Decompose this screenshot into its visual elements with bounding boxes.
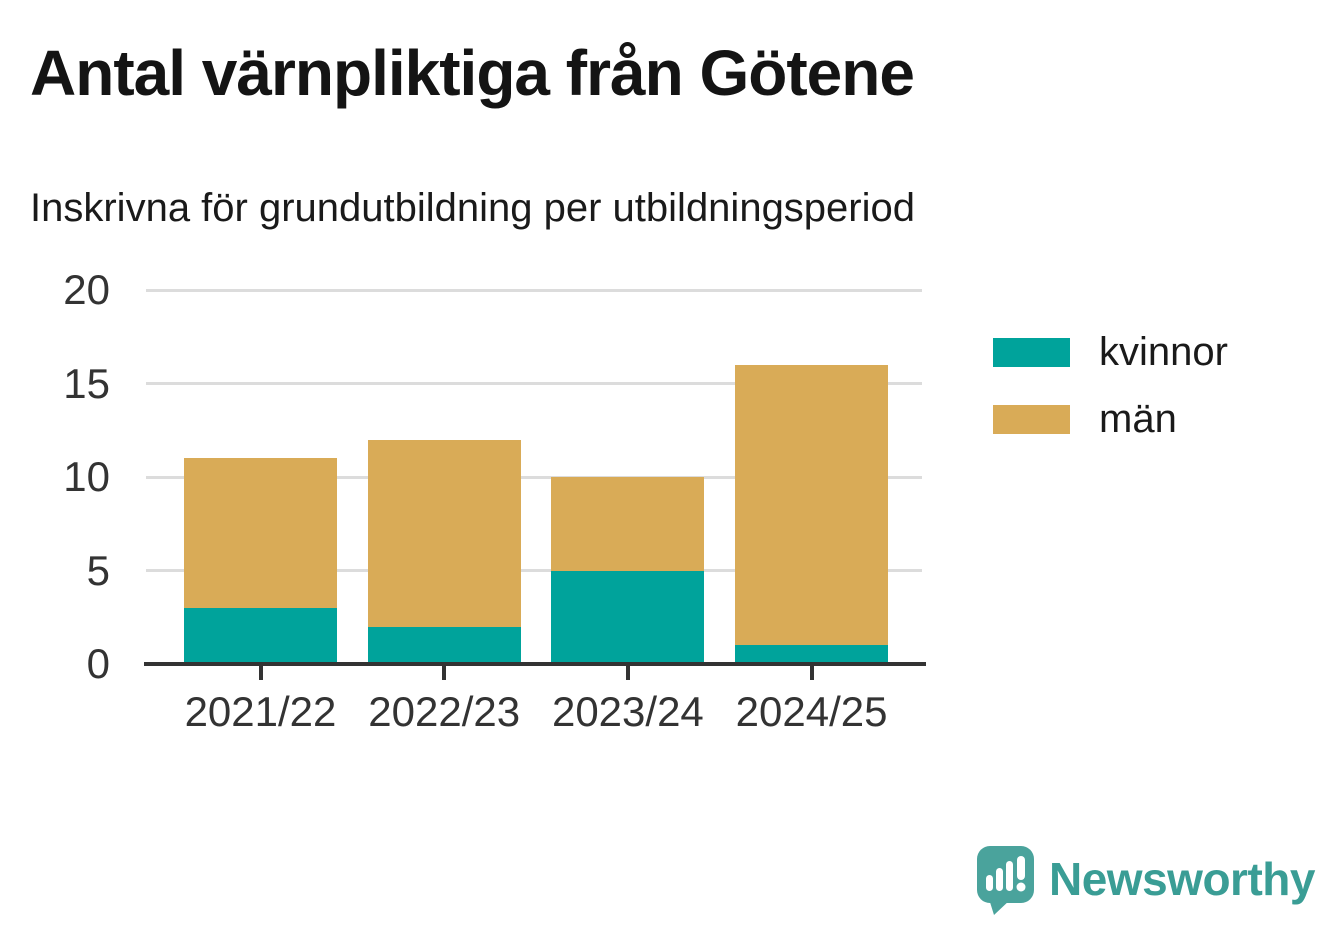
brand-logo: Newsworthy [977,846,1315,921]
bar-segment [184,607,337,664]
gridline-20 [146,288,922,292]
legend-item-män: män [993,399,1228,439]
x-axis-line [144,662,926,666]
y-tick-label: 10 [63,453,110,500]
bar-segment [551,477,705,571]
chart-subtitle: Inskrivna för grundutbildning per utbild… [30,186,915,230]
legend-label: kvinnor [1099,330,1228,374]
brand-wordmark: Newsworthy [1049,852,1315,905]
legend-item-kvinnor: kvinnor [993,332,1228,372]
x-tick [442,666,447,680]
x-tick-label: 2022/23 [368,688,521,735]
gridline-5 [146,569,922,572]
bar-segment [367,626,521,664]
y-tick-label: 0 [86,640,110,687]
gridline-15 [146,382,922,385]
y-tick-label: 15 [63,359,110,407]
y-tick-label: 5 [86,546,110,594]
x-tick-label: 2024/25 [735,688,888,735]
x-tick [809,666,814,680]
newsworthy-bubble-chart-icon [977,846,1035,921]
chart-title: Antal värnpliktiga från Götene [30,37,915,109]
x-tick [625,666,630,680]
bar-segment [367,439,521,627]
legend-label: män [1099,397,1177,441]
plot-area: 0 5 10 15 20 2021/22 2022/23 2023/24 2024/25 [63,269,926,735]
legend-swatch [993,404,1070,434]
legend: kvinnor män [993,332,1228,439]
bar-segment [551,570,705,664]
gridline-10 [146,475,922,479]
legend-swatch [993,337,1070,367]
bar-segment [184,458,337,608]
x-tick [258,666,263,680]
y-tick-label: 20 [63,266,110,313]
x-tick-label: 2023/24 [551,688,704,735]
bar-segment [735,645,889,664]
bar-segment [735,364,889,646]
x-tick-label: 2021/22 [184,688,337,735]
